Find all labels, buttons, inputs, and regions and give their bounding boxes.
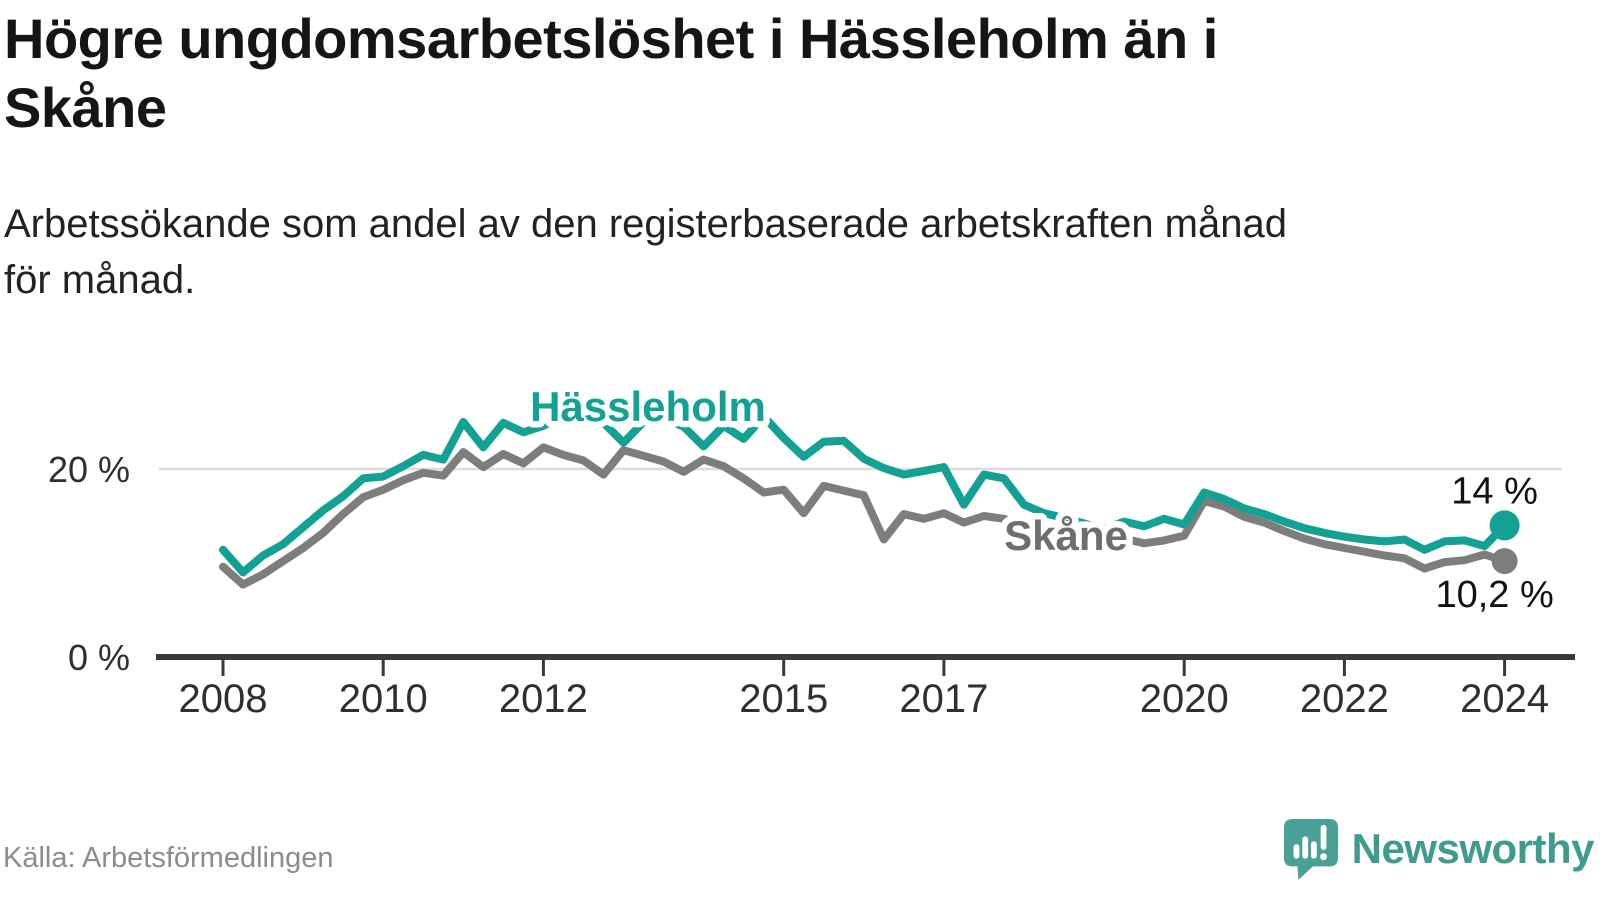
page-title-line-1: Högre ungdomsarbetslöshet i Hässleholm ä… bbox=[4, 7, 1218, 70]
logo-bar-chart-icon bbox=[1293, 824, 1327, 859]
y-axis-tick-label: 0 % bbox=[68, 637, 130, 678]
page-subtitle: Arbetssökande som andel av den registerb… bbox=[4, 196, 1560, 308]
newsworthy-logo-icon bbox=[1283, 819, 1338, 880]
newsworthy-logo: Newsworthy bbox=[1282, 816, 1595, 882]
series-label-hassleholm: Hässleholm bbox=[530, 383, 766, 430]
y-axis-tick-label: 20 % bbox=[48, 449, 130, 490]
x-axis-tick-label: 2017 bbox=[899, 677, 988, 721]
page-subtitle-line-2: för månad. bbox=[4, 258, 196, 302]
x-axis-tick-label: 2024 bbox=[1460, 677, 1549, 721]
x-axis-tick-label: 2008 bbox=[179, 677, 268, 721]
logo-exclamation-dot bbox=[1319, 853, 1327, 861]
series-line-skane bbox=[219, 443, 1509, 589]
series-label-skane: Skåne bbox=[1004, 512, 1128, 559]
x-axis-tick-label: 2015 bbox=[739, 677, 828, 721]
newsworthy-logo-text: Newsworthy bbox=[1351, 825, 1595, 872]
page-subtitle-line-1: Arbetssökande som andel av den registerb… bbox=[4, 202, 1287, 246]
end-dot-hassleholm bbox=[1489, 510, 1520, 541]
end-dot-skane bbox=[1491, 548, 1518, 575]
source-note: Källa: Arbetsförmedlingen bbox=[3, 842, 334, 874]
page-title: Högre ungdomsarbetslöshet i Hässleholm ä… bbox=[4, 4, 1560, 142]
end-value-label-skane: 10,2 % bbox=[1435, 574, 1553, 616]
end-value-label-hassleholm: 14 % bbox=[1451, 470, 1538, 512]
x-axis-tick-label: 2010 bbox=[339, 677, 428, 721]
x-axis-tick-label: 2020 bbox=[1140, 677, 1229, 721]
x-axis-tick-label: 2022 bbox=[1300, 677, 1389, 721]
page-title-line-2: Skåne bbox=[4, 76, 167, 139]
x-axis-tick-label: 2012 bbox=[499, 677, 588, 721]
series-line-hassleholm bbox=[219, 408, 1509, 577]
